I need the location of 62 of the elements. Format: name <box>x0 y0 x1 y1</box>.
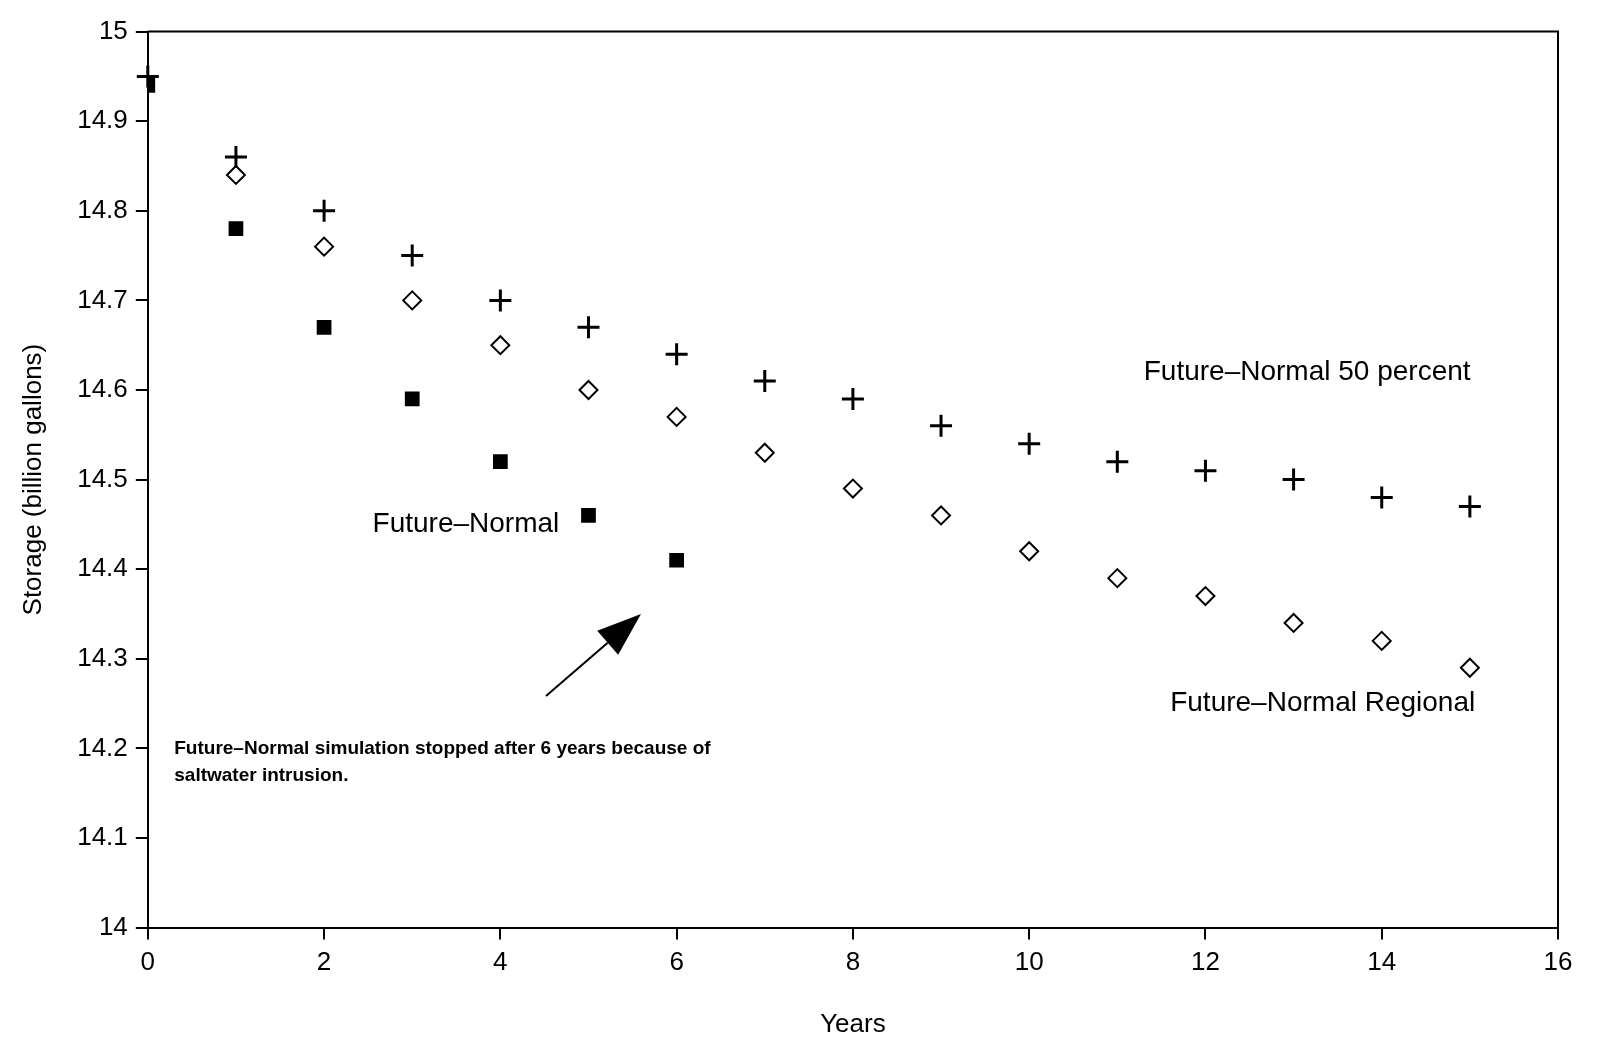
point <box>225 164 246 185</box>
y-tick-label: 14.9 <box>77 104 128 135</box>
y-tick-label: 14.2 <box>77 731 128 762</box>
point <box>1282 468 1305 491</box>
point <box>581 508 596 523</box>
point <box>401 244 424 267</box>
point <box>842 478 863 499</box>
point <box>404 391 420 407</box>
y-tick-label: 14.3 <box>77 641 128 672</box>
x-tick-label: 12 <box>1190 946 1220 977</box>
y-tick-label: 14.6 <box>77 373 128 404</box>
point <box>841 387 864 410</box>
point <box>1458 495 1481 518</box>
x-tick-label: 0 <box>140 946 156 977</box>
y-tick-label: 14.4 <box>77 552 128 583</box>
x-tick-label: 16 <box>1543 946 1573 977</box>
point <box>313 199 336 222</box>
point <box>228 221 244 237</box>
point <box>1018 432 1041 455</box>
point <box>930 414 953 437</box>
x-tick-label: 14 <box>1367 946 1397 977</box>
text: Future–Normal 50 percent <box>1143 354 1471 386</box>
point <box>1194 459 1217 482</box>
point <box>578 380 599 400</box>
y-tick-label: 15 <box>98 14 128 45</box>
point <box>753 370 776 393</box>
x-tick-label: 6 <box>669 946 684 977</box>
x-tick-label: 10 <box>1014 946 1044 977</box>
y-tick-label: 14.1 <box>77 821 128 852</box>
point <box>1371 630 1392 651</box>
point <box>1283 612 1304 633</box>
y-tick-label: 14.5 <box>77 462 128 493</box>
point <box>1370 486 1393 509</box>
series-label: Future–Normal <box>372 507 560 539</box>
point <box>1019 541 1040 562</box>
point <box>492 454 508 470</box>
point <box>402 290 423 311</box>
point <box>224 146 247 169</box>
point <box>1106 450 1129 473</box>
point <box>316 319 332 335</box>
point <box>1195 586 1216 607</box>
y-tick-label: 14 <box>98 910 128 941</box>
point <box>665 343 688 366</box>
point <box>669 552 684 568</box>
annotation: Future–Normal simulation stopped after 6 years because of saltwater intrusion. <box>174 736 712 785</box>
point <box>314 236 335 257</box>
x-tick-label: 4 <box>493 946 508 977</box>
point <box>490 335 511 356</box>
point <box>1459 657 1480 678</box>
point <box>577 316 600 339</box>
y-axis-title: Storage (billion gallons) <box>16 343 47 616</box>
x-tick-label: 8 <box>845 946 861 977</box>
point <box>931 505 952 526</box>
y-tick-label: 14.8 <box>77 193 128 224</box>
point <box>754 442 775 463</box>
y-tick-label: 14.7 <box>77 283 128 314</box>
x-axis-title: Years <box>820 1007 886 1038</box>
point <box>1107 568 1128 589</box>
point <box>666 406 687 427</box>
x-tick-label: 2 <box>316 946 332 977</box>
point <box>489 289 512 312</box>
series-label: Future–Normal Regional <box>1170 686 1476 718</box>
